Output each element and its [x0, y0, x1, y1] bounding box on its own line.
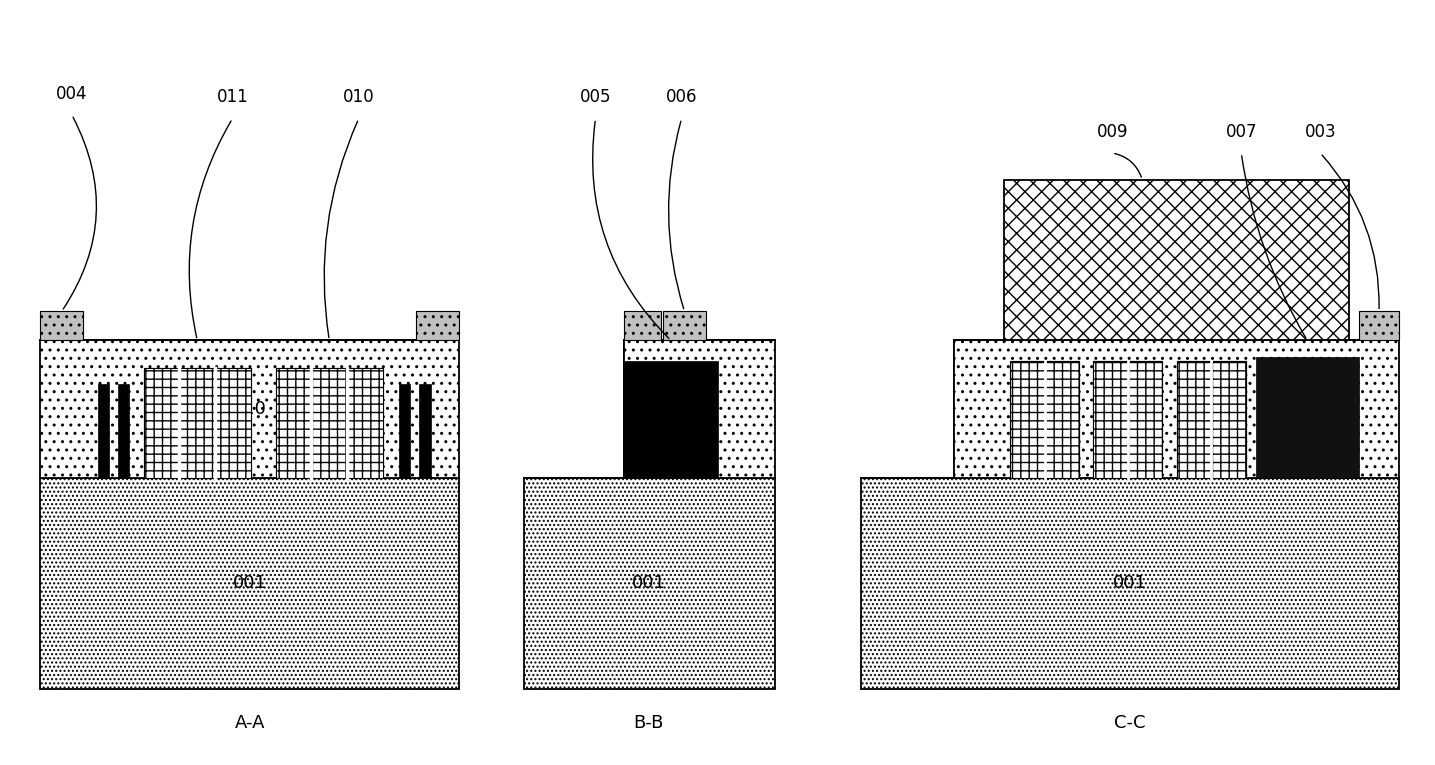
Text: 010: 010 — [343, 88, 375, 106]
Bar — [1256, 357, 1359, 478]
Bar — [276, 368, 311, 478]
Bar — [144, 368, 179, 478]
Text: 007: 007 — [1225, 122, 1257, 141]
Text: 005: 005 — [580, 88, 611, 106]
Text: 011: 011 — [217, 88, 248, 106]
Bar — [1177, 361, 1211, 478]
Bar — [118, 385, 129, 478]
Bar — [954, 340, 1399, 478]
Bar — [311, 368, 347, 478]
Bar — [1093, 361, 1162, 478]
Bar — [276, 368, 383, 478]
Bar — [179, 368, 215, 478]
Bar — [40, 311, 83, 340]
Bar — [1359, 311, 1399, 340]
Bar — [419, 385, 430, 478]
Bar — [1177, 361, 1246, 478]
Text: 006: 006 — [666, 88, 697, 106]
Bar — [1177, 361, 1246, 478]
Bar — [1211, 361, 1246, 478]
Text: 001: 001 — [1112, 575, 1147, 592]
Text: B-B: B-B — [633, 714, 664, 732]
Text: 001: 001 — [232, 575, 267, 592]
Text: A-A: A-A — [234, 714, 265, 732]
Bar — [215, 368, 251, 478]
Bar — [1045, 361, 1079, 478]
Bar — [861, 478, 1399, 688]
Bar — [1010, 361, 1045, 478]
Bar — [624, 311, 662, 340]
Text: 010: 010 — [232, 400, 267, 418]
Bar — [399, 385, 410, 478]
Bar — [98, 385, 109, 478]
Bar — [624, 361, 718, 478]
Bar — [276, 368, 383, 478]
Text: 011: 011 — [1112, 400, 1147, 418]
Text: 004: 004 — [56, 84, 88, 103]
Bar — [144, 368, 251, 478]
Bar — [524, 478, 775, 688]
Bar — [1004, 180, 1349, 340]
Bar — [663, 311, 706, 340]
Bar — [1010, 361, 1079, 478]
Text: 001: 001 — [631, 575, 666, 592]
Bar — [347, 368, 383, 478]
Bar — [1128, 361, 1162, 478]
Bar — [1010, 361, 1079, 478]
Bar — [40, 478, 459, 688]
Bar — [416, 311, 459, 340]
Bar — [144, 368, 251, 478]
Bar — [40, 340, 459, 478]
Text: 009: 009 — [1096, 122, 1128, 141]
Text: C-C: C-C — [1114, 714, 1145, 732]
Text: 003: 003 — [1304, 122, 1336, 141]
Bar — [1093, 361, 1162, 478]
Bar — [1093, 361, 1128, 478]
Bar — [624, 340, 775, 478]
